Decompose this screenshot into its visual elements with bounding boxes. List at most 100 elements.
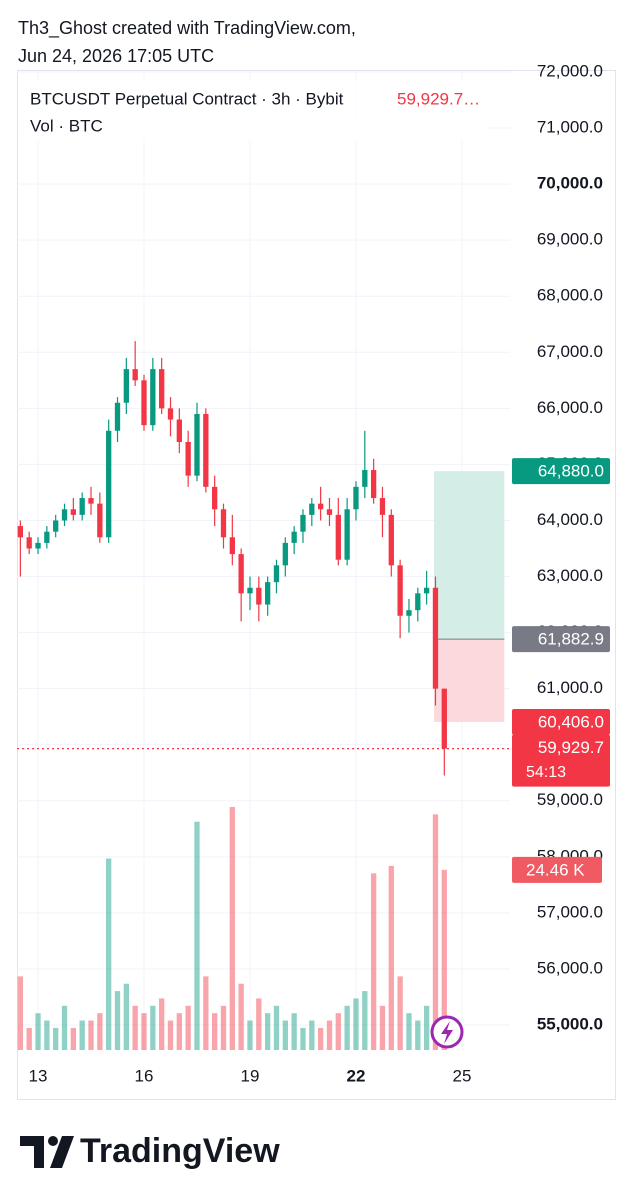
candle-body [273,565,280,583]
y-tick-label: 56,000.0 [537,958,603,977]
volume-bar [415,1020,421,1050]
legend-price: 59,929.7… [397,89,480,108]
candle-body [379,498,386,515]
volume-bar [97,1013,103,1050]
y-tick-label: 71,000.0 [537,118,603,137]
candle-body [185,441,191,476]
candle-body [114,402,121,431]
x-tick-label: 19 [241,1066,260,1085]
volume-bar [406,1013,412,1050]
volume-bar [17,976,24,1050]
candle-body [61,509,68,521]
x-tick-label: 13 [29,1066,48,1085]
logo-t [20,1136,44,1168]
candle-body [291,531,297,543]
volume-bar [344,1005,350,1050]
volume-title: Vol · BTC [30,116,103,135]
volume-bar [370,873,377,1050]
volume-bar [309,1020,315,1050]
volume-bar [114,991,121,1050]
candle-body [79,498,85,515]
y-tick-label: 63,000.0 [537,566,603,585]
plot-area [17,341,510,1050]
candle-body [370,470,377,499]
volume-bar [176,1013,182,1050]
author-line: Th3_Ghost created with TradingView.com, [18,18,356,38]
candle-body [176,419,182,442]
candle-body [406,610,412,616]
candle-body [167,408,174,420]
volume-bar [326,1020,333,1050]
candle-body [441,688,447,749]
candle-body [44,531,50,543]
alert-icon[interactable] [430,1015,464,1049]
date-line: Jun 24, 2026 17:05 UTC [18,46,215,66]
volume-bar [423,1005,430,1050]
y-tick-label: 61,000.0 [537,678,603,697]
volume-badge-label: 24.46 K [526,860,585,879]
candle-body [362,470,368,487]
volume-bar [185,1005,191,1050]
candle-body [26,537,32,549]
logo-v [50,1136,74,1168]
y-tick-label: 55,000.0 [537,1014,603,1033]
brand-logo: TradingView [20,1132,280,1170]
volume-bar [167,1020,174,1050]
volume-bar [53,1027,59,1050]
volume-bar [238,983,244,1050]
price-badge [512,458,610,485]
y-tick-label: 72,000.0 [537,61,603,80]
candle-body [159,369,165,409]
candle-body [256,587,262,605]
volume-bar [247,1020,253,1050]
price-axis: 55,000.056,000.057,000.058,000.059,000.0… [29,61,603,1085]
volume-bar [388,865,394,1050]
volume-bar [44,1020,50,1050]
brand-text: TradingView [80,1132,280,1170]
candle-body [123,369,129,403]
candle-body [88,498,94,504]
y-tick-label: 57,000.0 [537,902,603,921]
candle-body [17,526,24,538]
candle-body [247,587,253,594]
price-badge [512,626,610,653]
brand: TradingView [18,1128,290,1181]
candle-body [415,593,421,611]
volume-bar [291,1013,297,1050]
candle-body [132,369,138,381]
volume-bar [123,983,129,1050]
volume-bar [265,1013,271,1050]
candle-body [397,565,403,616]
volume-bar [61,1005,68,1050]
candle-body [432,587,439,689]
volume-bar [441,869,447,1050]
y-tick-label: 64,000.0 [537,510,603,529]
volume-bar [212,1013,218,1050]
volume-badge [512,856,602,883]
candle-body [326,509,333,515]
candle-body [203,413,209,487]
volume-bar [88,1020,94,1050]
price-badges: 64,880.0 61,882.9 60,406.0 59,929.7 54:13 24.… [512,458,610,883]
y-tick-label: 70,000.0 [537,174,603,193]
volume-bar [141,1013,147,1050]
candle-body [229,537,235,555]
candle-body [388,514,394,566]
volume-bar [132,1005,138,1050]
candle-body [70,509,76,515]
price-badge-label: 64,880.0 [538,462,604,481]
price-badge [512,708,610,735]
x-tick-label: 25 [452,1066,471,1085]
volume-bar [159,998,165,1050]
volume-bar [106,858,112,1050]
candle-body [212,486,218,510]
candle-body [150,369,156,426]
volume-bar [256,998,262,1050]
volume-bar [194,821,200,1050]
last-price-label: 59,929.7 [538,738,604,757]
volume-bar [220,1005,227,1050]
volume-bar [300,1027,306,1050]
candle-body [335,514,341,560]
y-tick-label: 67,000.0 [537,342,603,361]
